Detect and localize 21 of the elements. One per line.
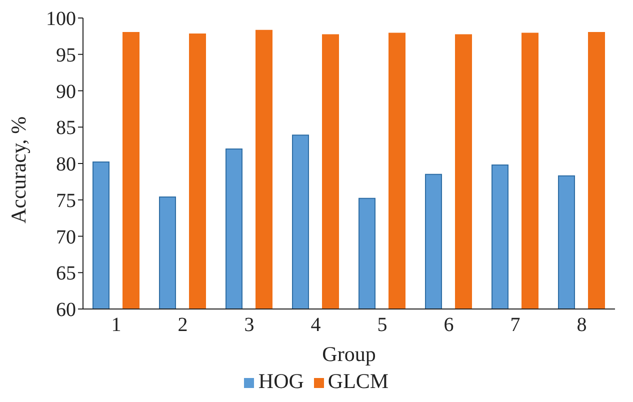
legend-label: HOG bbox=[258, 369, 304, 393]
x-tick-label: 6 bbox=[444, 314, 454, 336]
x-tick-label: 7 bbox=[510, 314, 520, 336]
x-tick-label: 3 bbox=[244, 314, 254, 336]
y-axis-title: Accuracy, % bbox=[6, 116, 30, 224]
y-tick-label: 85 bbox=[56, 117, 76, 140]
x-tick-label: 1 bbox=[111, 314, 122, 336]
y-tick-label: 100 bbox=[46, 8, 76, 30]
y-tick-label: 90 bbox=[56, 80, 76, 103]
y-tick-label: 65 bbox=[56, 262, 76, 285]
x-tick-label: 4 bbox=[310, 314, 321, 336]
y-tick-label: 80 bbox=[56, 154, 76, 176]
y-tick-label: 75 bbox=[56, 190, 76, 212]
y-tick-label: 70 bbox=[56, 226, 76, 248]
x-tick-label: 2 bbox=[178, 314, 188, 336]
y-tick-label: 60 bbox=[56, 299, 76, 322]
x-tick-label: 8 bbox=[576, 314, 587, 336]
x-axis-title: Group bbox=[322, 342, 376, 366]
x-tick-label: 5 bbox=[377, 314, 388, 336]
legend-label: GLCM bbox=[328, 369, 389, 393]
y-tick-label: 95 bbox=[56, 44, 76, 66]
